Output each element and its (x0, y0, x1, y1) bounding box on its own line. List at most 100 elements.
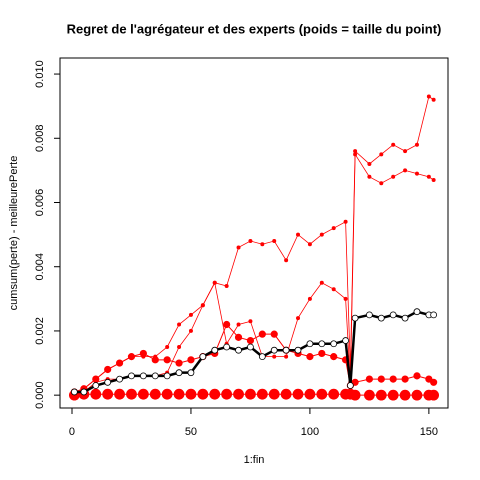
data-point (318, 340, 326, 348)
data-point (116, 375, 123, 383)
y-tick-label: 0.010 (34, 60, 46, 88)
data-point (188, 312, 193, 317)
data-point (212, 280, 217, 285)
data-point (245, 388, 256, 400)
data-point (260, 242, 265, 247)
data-point (403, 168, 408, 173)
data-point (316, 388, 328, 400)
data-point (365, 375, 373, 383)
data-point (248, 239, 253, 244)
data-point (115, 359, 124, 367)
data-point (391, 142, 396, 147)
data-point (428, 389, 440, 401)
data-point (199, 353, 207, 361)
data-point (304, 388, 316, 400)
data-point (247, 343, 254, 351)
data-point (114, 388, 125, 400)
data-point (365, 311, 373, 319)
data-point (163, 372, 171, 380)
data-point (367, 161, 372, 166)
data-point (296, 316, 301, 321)
data-point (318, 349, 326, 358)
y-tick-label: 0.004 (34, 253, 46, 281)
data-point (367, 174, 372, 179)
data-point (163, 356, 171, 364)
data-point (128, 372, 135, 380)
data-point (173, 388, 185, 400)
data-point (151, 356, 159, 364)
data-point (330, 353, 338, 361)
data-point (161, 388, 173, 400)
data-point (377, 375, 385, 383)
data-point (282, 346, 290, 354)
x-tick-label: 0 (69, 426, 75, 438)
data-point (256, 388, 268, 400)
data-point (211, 346, 219, 354)
data-point (403, 149, 408, 154)
data-point (426, 174, 431, 179)
data-point (342, 337, 349, 344)
data-point (351, 378, 359, 386)
data-point (165, 344, 170, 349)
data-point (221, 388, 233, 400)
data-point (375, 389, 387, 401)
data-point (223, 320, 231, 329)
data-point (175, 359, 183, 367)
data-point (351, 314, 359, 322)
data-point (197, 388, 209, 400)
y-tick-label: 0.006 (34, 189, 46, 217)
data-point (200, 303, 205, 308)
data-point (430, 311, 438, 319)
data-point (353, 149, 358, 154)
data-point (151, 372, 159, 380)
data-point (223, 343, 231, 351)
data-point (149, 388, 161, 400)
data-point (137, 388, 149, 400)
data-point (188, 328, 193, 333)
x-axis-label: 1:fin (244, 454, 265, 466)
data-point (272, 354, 277, 359)
data-point (411, 389, 423, 401)
data-point (92, 375, 100, 383)
data-point (431, 97, 436, 102)
x-tick-label: 100 (301, 426, 319, 438)
data-point (209, 388, 221, 400)
plot-frame (59, 57, 449, 409)
data-point (399, 389, 411, 401)
data-point (187, 356, 195, 364)
data-point (102, 388, 114, 400)
data-point (104, 378, 112, 386)
data-point (236, 245, 241, 250)
data-point (80, 388, 88, 396)
data-point (70, 388, 78, 396)
data-point (292, 388, 304, 400)
data-point (363, 389, 375, 401)
data-point (413, 372, 421, 380)
data-point (387, 389, 399, 401)
data-point (248, 319, 253, 324)
data-point (413, 308, 421, 316)
data-point (330, 340, 338, 348)
data-point (328, 388, 340, 400)
data-point (414, 171, 419, 176)
data-point (343, 219, 348, 224)
data-point (319, 280, 324, 285)
data-point (258, 353, 266, 361)
data-point (270, 346, 278, 354)
data-point (90, 388, 102, 400)
data-point (224, 283, 229, 288)
data-point (319, 232, 324, 237)
data-point (307, 242, 312, 247)
data-point (236, 322, 241, 327)
data-point (379, 181, 384, 186)
data-point (139, 349, 147, 358)
data-point (268, 388, 280, 400)
data-point (126, 388, 137, 400)
data-point (139, 372, 147, 380)
y-tick-label: 0.008 (34, 125, 46, 153)
data-point (306, 353, 314, 361)
data-point (284, 258, 289, 263)
data-point (389, 311, 397, 319)
